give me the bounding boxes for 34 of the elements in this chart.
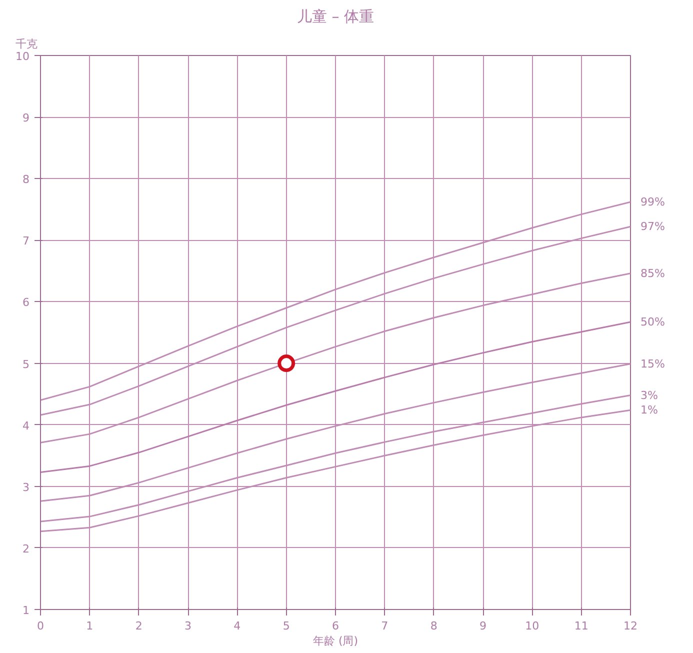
line-series	[40, 321, 630, 473]
series-label: 15%	[640, 357, 665, 370]
x-tick-label: 2	[135, 620, 142, 632]
y-tick-label: 7	[22, 234, 30, 248]
series-label: 50%	[640, 316, 665, 329]
x-tick-label: 5	[282, 620, 290, 632]
x-tick-label: 12	[624, 620, 638, 632]
y-tick-label: 5	[22, 358, 30, 371]
x-tick-label: 3	[184, 620, 192, 632]
y-tick-label: 8	[22, 173, 30, 186]
x-tick-label: 9	[480, 620, 486, 632]
y-tick-label: 3	[22, 480, 30, 494]
series-label: 85%	[640, 266, 665, 280]
y-axis-title: 千克	[16, 38, 38, 50]
y-tick-label: 1	[22, 604, 30, 617]
x-tick-label: 6	[332, 620, 339, 632]
x-tick-label: 11	[574, 620, 588, 632]
y-tick-label: 10	[16, 50, 30, 63]
series-label: 99%	[640, 196, 665, 208]
y-tick-label: 4	[22, 419, 30, 432]
chart-title: 儿童 – 体重	[296, 8, 374, 26]
x-tick-label: 10	[525, 620, 540, 632]
x-tick-label: 8	[430, 620, 438, 632]
x-tick-label: 7	[381, 620, 388, 632]
x-tick-label: 0	[37, 620, 44, 632]
y-tick-label: 2	[22, 542, 30, 556]
y-tick-label: 9	[22, 112, 30, 125]
y-tick-label: 6	[22, 296, 30, 310]
x-tick-label: 4	[234, 620, 241, 632]
series-label: 97%	[640, 220, 665, 234]
series-label: 1%	[640, 404, 658, 417]
x-tick-label: 1	[86, 620, 94, 632]
series-label: 3%	[640, 388, 658, 402]
x-axis-title: 年龄 (周)	[312, 634, 358, 648]
